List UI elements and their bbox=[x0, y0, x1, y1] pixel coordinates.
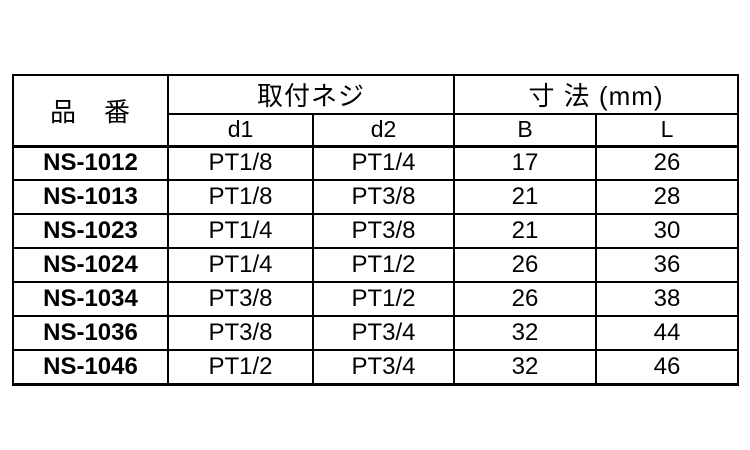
d2-cell: PT1/4 bbox=[311, 145, 456, 181]
l-cell: 28 bbox=[595, 179, 740, 215]
header-part-number: 品 番 bbox=[12, 74, 169, 148]
d1-cell: PT1/8 bbox=[167, 179, 314, 215]
part-number-cell: NS-1012 bbox=[12, 145, 169, 181]
d1-cell: PT1/8 bbox=[167, 145, 314, 181]
d2-cell: PT1/2 bbox=[311, 247, 456, 283]
l-cell: 44 bbox=[595, 315, 740, 351]
header-group-row: 品 番 取付ネジ 寸 法 (mm) bbox=[12, 74, 740, 148]
d1-cell: PT1/4 bbox=[167, 213, 314, 249]
d1-cell: PT1/4 bbox=[167, 247, 314, 283]
table-row: NS-1023 PT1/4 PT3/8 21 30 bbox=[12, 213, 740, 249]
d2-cell: PT3/8 bbox=[311, 179, 456, 215]
table-row: NS-1036 PT3/8 PT3/4 32 44 bbox=[12, 315, 740, 351]
l-cell: 30 bbox=[595, 213, 740, 249]
part-number-cell: NS-1024 bbox=[12, 247, 169, 283]
header-l: L bbox=[595, 113, 740, 148]
b-cell: 32 bbox=[453, 315, 598, 351]
part-number-cell: NS-1013 bbox=[12, 179, 169, 215]
d2-cell: PT1/2 bbox=[311, 281, 456, 317]
header-d1: d1 bbox=[167, 113, 314, 148]
d1-cell: PT3/8 bbox=[167, 281, 314, 317]
table-row: NS-1046 PT1/2 PT3/4 32 46 bbox=[12, 349, 740, 385]
header-mounting-screw: 取付ネジ bbox=[166, 74, 456, 115]
part-number-cell: NS-1023 bbox=[12, 213, 169, 249]
l-cell: 36 bbox=[595, 247, 740, 283]
table-row: NS-1024 PT1/4 PT1/2 26 36 bbox=[12, 247, 740, 283]
l-cell: 38 bbox=[595, 281, 740, 317]
b-cell: 26 bbox=[453, 247, 598, 283]
b-cell: 21 bbox=[453, 213, 598, 249]
d2-cell: PT3/8 bbox=[311, 213, 456, 249]
header-sub-row: d1 d2 B L bbox=[13, 113, 740, 148]
b-cell: 26 bbox=[453, 281, 598, 317]
table-row: NS-1012 PT1/8 PT1/4 17 26 bbox=[12, 145, 740, 181]
b-cell: 21 bbox=[453, 179, 598, 215]
table-row: NS-1013 PT1/8 PT3/8 21 28 bbox=[12, 179, 740, 215]
b-cell: 32 bbox=[453, 349, 598, 385]
part-number-cell: NS-1036 bbox=[12, 315, 169, 351]
part-number-cell: NS-1034 bbox=[12, 281, 169, 317]
header-b: B bbox=[453, 113, 598, 148]
l-cell: 26 bbox=[595, 145, 740, 181]
l-cell: 46 bbox=[595, 349, 740, 385]
part-number-cell: NS-1046 bbox=[12, 349, 169, 385]
header-d2: d2 bbox=[311, 113, 456, 148]
d1-cell: PT1/2 bbox=[167, 349, 314, 385]
header-dimensions-mm: 寸 法 (mm) bbox=[453, 74, 740, 115]
b-cell: 17 bbox=[453, 145, 598, 181]
d2-cell: PT3/4 bbox=[311, 349, 456, 385]
table-row: NS-1034 PT3/8 PT1/2 26 38 bbox=[12, 281, 740, 317]
d1-cell: PT3/8 bbox=[167, 315, 314, 351]
d2-cell: PT3/4 bbox=[311, 315, 456, 351]
spec-table: 品 番 取付ネジ 寸 法 (mm) d1 d2 B L NS-1012 PT1/… bbox=[12, 74, 740, 386]
